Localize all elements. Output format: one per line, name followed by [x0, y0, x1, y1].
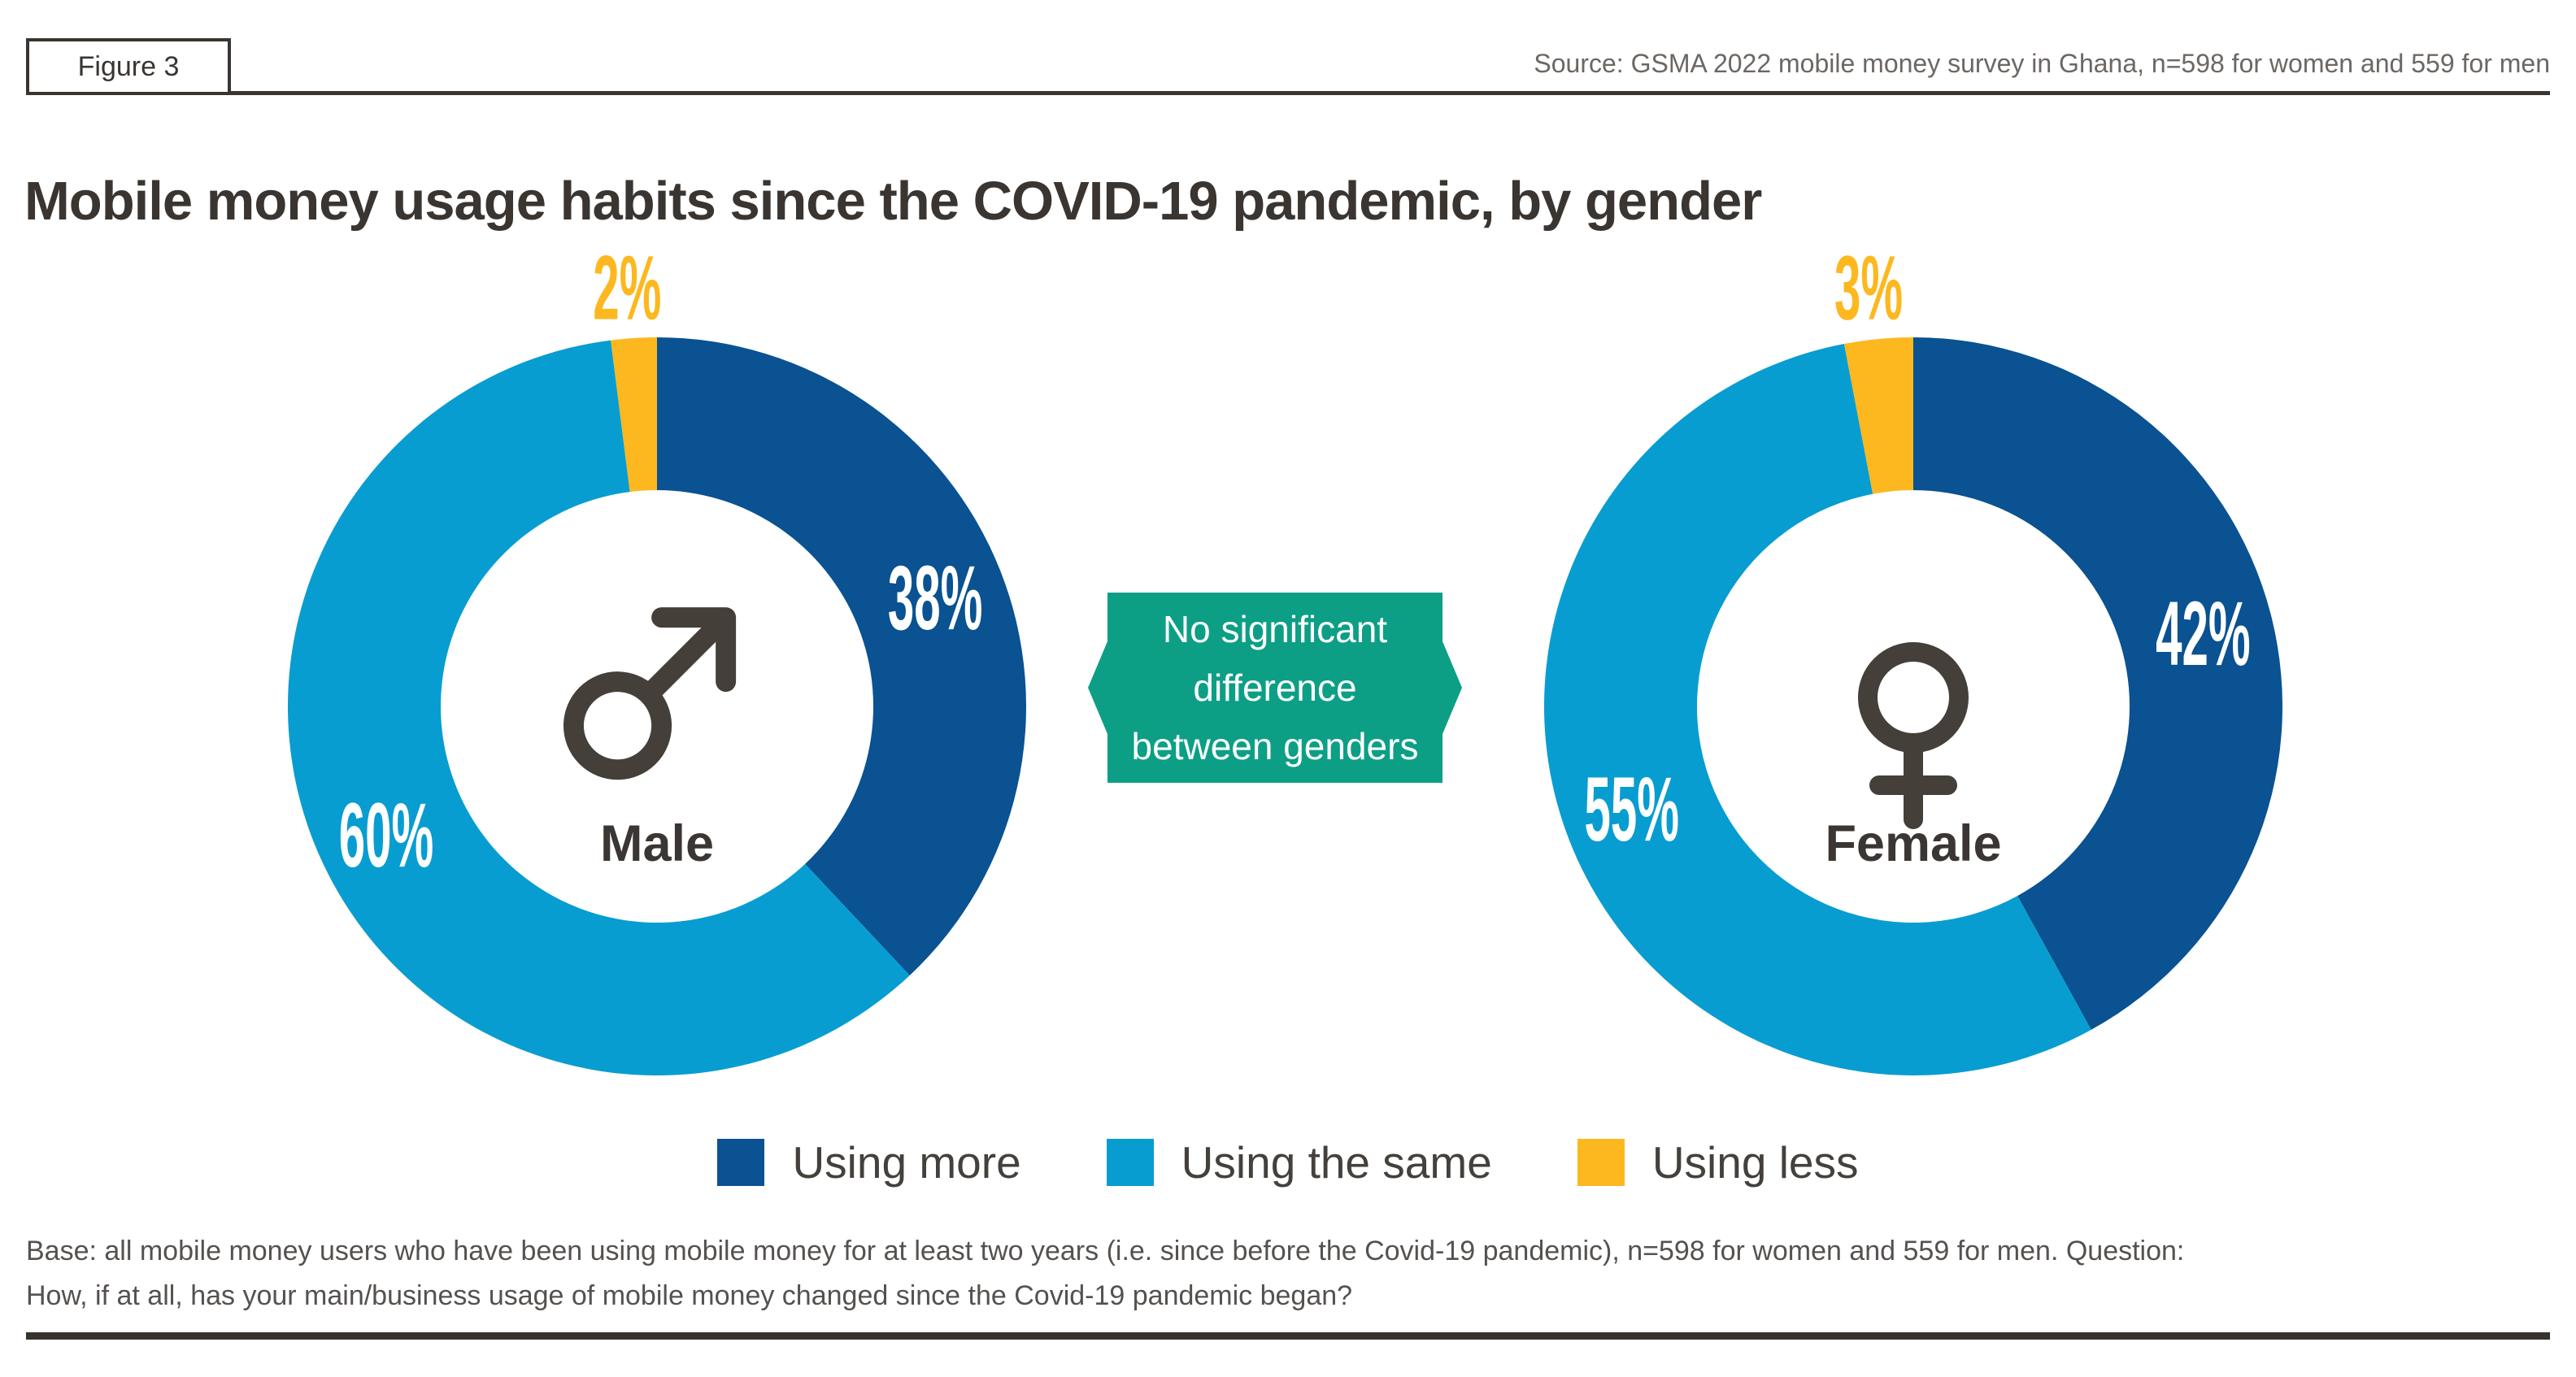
- legend-item-using-more: Using more: [717, 1136, 1021, 1188]
- header-divider: [26, 91, 2550, 95]
- legend-label: Using more: [792, 1137, 1021, 1188]
- figure-number-label: Figure 3: [77, 50, 180, 82]
- donut-chart-male: 38% 60% 2% Male: [287, 237, 1027, 1076]
- annotation-line: difference: [1193, 667, 1357, 709]
- donut-value-label: 2%: [593, 237, 661, 338]
- base-note-line-2: How, if at all, has your main/business u…: [26, 1280, 1353, 1311]
- annotation-line: between genders: [1131, 725, 1419, 767]
- donut-segment-male-using-less: [611, 337, 657, 493]
- legend-swatch-using-less: [1577, 1139, 1625, 1186]
- legend: Using more Using the same Using less: [0, 1136, 2576, 1188]
- base-note: Base: all mobile money users who have be…: [26, 1229, 2184, 1318]
- donut-segment-female-using-more: [1913, 337, 2282, 1030]
- female-icon: [1858, 642, 1969, 829]
- figure-number-box: Figure 3: [26, 38, 231, 95]
- male-icon: [563, 607, 737, 780]
- source-text: Source: GSMA 2022 mobile money survey in…: [1534, 49, 2550, 78]
- donut-ring-male: 38% 60% 2%: [287, 237, 1026, 1075]
- donut-center-label-male: Male: [599, 815, 715, 872]
- legend-item-using-less: Using less: [1577, 1136, 1859, 1188]
- donut-segment-male-using-the-same: [287, 340, 910, 1075]
- annotation-badge: No significant difference between gender…: [1088, 593, 1462, 783]
- legend-swatch-using-more: [717, 1139, 765, 1186]
- legend-item-using-the-same: Using the same: [1106, 1136, 1492, 1188]
- donut-segment-female-using-the-same: [1544, 344, 2091, 1075]
- chart-title: Mobile money usage habits since the COVI…: [24, 170, 1762, 232]
- donut-ring-female: 42% 55% 3%: [1544, 237, 2282, 1075]
- donut-segment-male-using-more: [657, 337, 1026, 975]
- donut-segment-female-using-less: [1843, 337, 1913, 494]
- annotation-line: No significant: [1162, 608, 1388, 650]
- legend-label: Using the same: [1181, 1137, 1492, 1188]
- donut-value-label: 60%: [339, 784, 434, 885]
- donut-chart-female: 42% 55% 3% Female: [1543, 237, 2283, 1076]
- legend-label: Using less: [1651, 1137, 1859, 1188]
- donut-value-label: 55%: [1584, 758, 1679, 859]
- legend-swatch-using-the-same: [1106, 1139, 1154, 1186]
- donut-value-label: 42%: [2156, 582, 2251, 684]
- donut-value-label: 38%: [888, 546, 983, 648]
- footer-divider: [26, 1332, 2550, 1340]
- donut-center-label-female: Female: [1825, 815, 2002, 872]
- donut-value-label: 3%: [1834, 237, 1903, 338]
- base-note-line-1: Base: all mobile money users who have be…: [26, 1236, 2185, 1266]
